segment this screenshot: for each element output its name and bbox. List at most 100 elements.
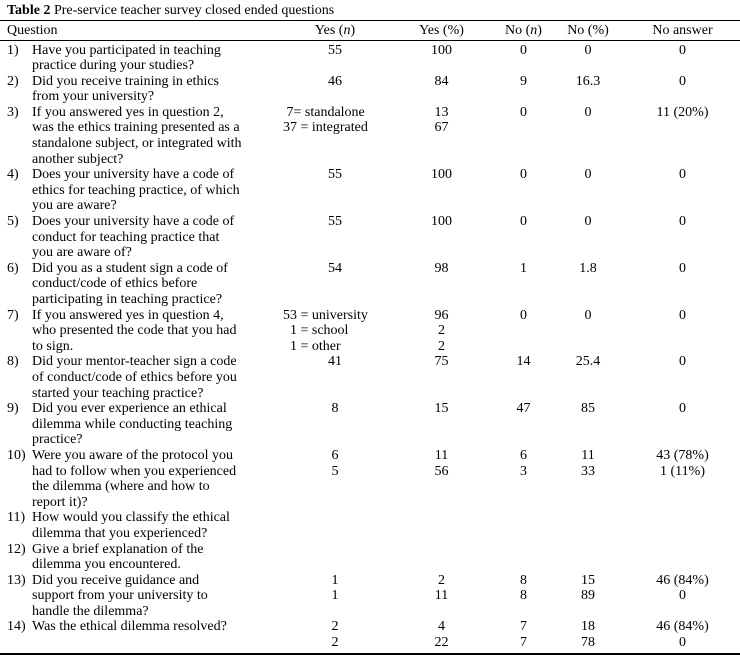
question-number: 12) — [7, 541, 26, 557]
header-question-label: Question — [7, 22, 58, 38]
table-row: 10) Were you aware of the protocol you h… — [0, 448, 740, 510]
cell-no-n: 0 — [520, 214, 527, 230]
cell-no-answer: 0 — [679, 73, 686, 89]
cell-no-pct: 1.8 — [579, 260, 597, 276]
cell-yes-n: 55 — [328, 167, 342, 183]
header-question: Question — [0, 23, 283, 38]
cell-no-n: 47 — [516, 401, 531, 417]
cell-yes-pct: 11 56 — [434, 447, 449, 479]
question-cell: 4) Does your university have a code of e… — [0, 167, 283, 214]
question-text: Were you aware of the protocol you had t… — [32, 447, 237, 510]
cell-yes-n: 7= standalone 37 = integrated — [283, 104, 368, 136]
question-cell: 12) Give a brief explanation of the dile… — [0, 542, 283, 573]
question-cell: 8) Did your mentor-teacher sign a code o… — [0, 354, 283, 401]
cell-no-pct: 18 78 — [581, 619, 595, 651]
cell-no-answer: 0 — [679, 42, 686, 58]
cell-no-pct: 0 — [584, 42, 592, 58]
cell-yes-n: 55 — [328, 214, 342, 230]
question-text: If you answered yes in question 4, who p… — [32, 307, 237, 354]
question-text: Did you ever experience an ethical dilem… — [32, 401, 233, 448]
cell-yes-n: 6 5 — [331, 447, 339, 479]
question-cell: 11) How would you classify the ethical d… — [0, 510, 283, 541]
question-cell: 7) If you answered yes in question 4, wh… — [0, 308, 283, 355]
cell-yes-pct: 96 2 2 — [434, 307, 449, 354]
table-caption-number: Table 2 — [7, 3, 51, 18]
header-no-n: No (n) — [505, 22, 542, 38]
table-row: 5) Does your university have a code of c… — [0, 214, 740, 261]
cell-yes-pct: 100 — [431, 42, 452, 58]
cell-no-answer: 46 (84%) 0 — [656, 572, 709, 604]
question-number: 8) — [7, 354, 19, 370]
cell-no-n: 0 — [520, 307, 527, 323]
cell-yes-pct: 84 — [434, 73, 449, 89]
cell-yes-n: 2 2 — [331, 619, 339, 651]
question-number: 2) — [7, 73, 19, 89]
question-cell: 14) Was the ethical dilemma resolved? — [0, 619, 283, 635]
cell-yes-n: 53 = university 1 = school 1 = other — [283, 307, 368, 354]
cell-no-n: 8 8 — [520, 572, 527, 604]
question-number: 6) — [7, 260, 19, 276]
cell-no-pct: 85 — [581, 401, 595, 417]
cell-no-answer: 0 — [679, 214, 686, 230]
question-number: 9) — [7, 401, 19, 417]
question-text: Does your university have a code of ethi… — [32, 167, 240, 214]
question-cell: 10) Were you aware of the protocol you h… — [0, 448, 283, 510]
question-number: 7) — [7, 307, 19, 323]
question-text: How would you classify the ethical dilem… — [32, 510, 230, 541]
question-text: Was the ethical dilemma resolved? — [32, 619, 227, 635]
cell-no-pct: 0 — [584, 214, 592, 230]
table-row: 9) Did you ever experience an ethical di… — [0, 401, 740, 448]
question-text: Did you receive guidance and support fro… — [32, 572, 208, 619]
cell-yes-n: 55 — [328, 42, 342, 58]
cell-no-n: 0 — [520, 42, 527, 58]
cell-no-pct: 16.3 — [575, 73, 601, 89]
cell-yes-pct: 100 — [431, 167, 452, 183]
table-row: 8) Did your mentor-teacher sign a code o… — [0, 354, 740, 401]
cell-yes-pct: 75 — [434, 354, 449, 370]
cell-no-answer: 0 — [679, 354, 686, 370]
question-cell: 5) Does your university have a code of c… — [0, 214, 283, 261]
cell-no-pct: 15 89 — [581, 572, 595, 604]
question-number: 13) — [7, 572, 26, 588]
question-number: 11) — [7, 510, 26, 526]
cell-no-answer: 46 (84%) 0 — [656, 619, 709, 651]
cell-yes-pct: 13 67 — [434, 104, 449, 136]
table-row: 1) Have you participated in teaching pra… — [0, 43, 740, 74]
cell-yes-pct: 4 22 — [434, 619, 449, 651]
cell-yes-n: 8 — [331, 401, 339, 417]
question-number: 14) — [7, 619, 26, 635]
cell-no-pct: 0 — [584, 307, 592, 323]
header-yes-n: Yes (n) — [314, 22, 356, 38]
cell-no-pct: 25.4 — [575, 354, 601, 370]
question-number: 3) — [7, 104, 19, 120]
cell-no-answer: 0 — [679, 401, 686, 417]
cell-yes-pct: 100 — [431, 214, 452, 230]
question-text: If you answered yes in question 2, was t… — [32, 104, 242, 167]
question-number: 5) — [7, 214, 19, 230]
cell-no-n: 9 — [520, 73, 527, 89]
table-row: 3) If you answered yes in question 2, wa… — [0, 105, 740, 167]
cell-yes-n: 54 — [328, 260, 342, 276]
cell-no-n: 1 — [520, 260, 527, 276]
header-yes-pct: Yes (%) — [419, 22, 464, 38]
table-row: 14) Was the ethical dilemma resolved? 2 … — [0, 619, 740, 650]
question-text: Have you participated in teaching practi… — [32, 42, 221, 74]
cell-no-pct: 0 — [584, 167, 592, 183]
cell-no-n: 6 3 — [520, 447, 527, 479]
question-cell: 6) Did you as a student sign a code of c… — [0, 261, 283, 308]
cell-no-n: 7 7 — [520, 619, 527, 651]
cell-no-pct: 11 33 — [581, 447, 595, 479]
question-cell: 1) Have you participated in teaching pra… — [0, 43, 283, 74]
cell-no-answer: 0 — [679, 260, 686, 276]
table-caption: Table 2 Pre-service teacher survey close… — [0, 0, 740, 21]
table-header-row: Question Yes (n) Yes (%) No (n) No (%) N… — [0, 21, 740, 41]
table-row: 6) Did you as a student sign a code of c… — [0, 261, 740, 308]
question-text: Does your university have a code of cond… — [32, 214, 235, 261]
header-no-pct: No (%) — [567, 22, 609, 38]
question-text: Give a brief explanation of the dilemma … — [32, 541, 204, 573]
cell-no-n: 0 — [520, 167, 527, 183]
cell-yes-pct: 2 11 — [434, 572, 449, 604]
cell-yes-n: 46 — [328, 73, 342, 89]
cell-no-answer: 43 (78%) 1 (11%) — [656, 447, 709, 479]
